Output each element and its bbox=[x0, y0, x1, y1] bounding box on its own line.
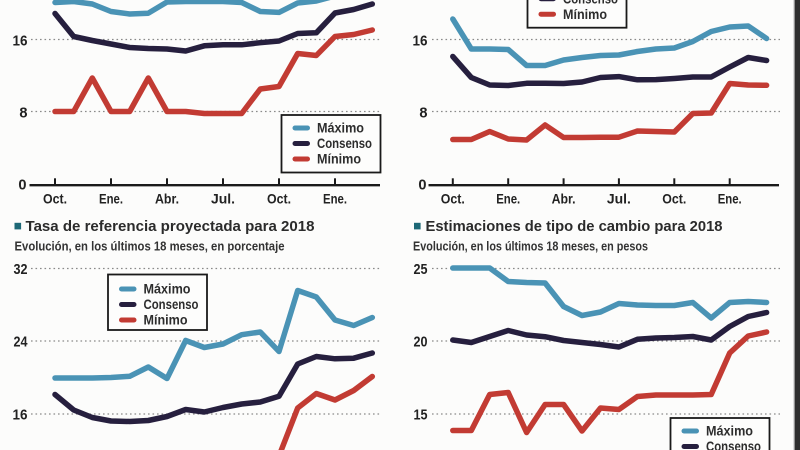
svg-text:32: 32 bbox=[14, 262, 28, 278]
svg-text:8: 8 bbox=[419, 105, 427, 121]
svg-text:Ene.: Ene. bbox=[99, 192, 123, 207]
svg-text:Máximo: Máximo bbox=[706, 424, 753, 439]
svg-text:Ene.: Ene. bbox=[323, 192, 347, 207]
svg-text:Tasa de referencia proyectada: Tasa de referencia proyectada para 2018 bbox=[26, 219, 315, 235]
svg-text:Abr.: Abr. bbox=[155, 192, 179, 207]
svg-text:Mínimo: Mínimo bbox=[144, 313, 188, 328]
svg-text:20: 20 bbox=[414, 334, 428, 350]
svg-text:Abr.: Abr. bbox=[552, 192, 576, 207]
svg-text:Oct.: Oct. bbox=[43, 192, 67, 207]
svg-text:Máximo: Máximo bbox=[317, 121, 364, 136]
svg-text:Evolución, en los últimos 18 m: Evolución, en los últimos 18 meses, en p… bbox=[413, 239, 648, 254]
svg-text:Evolución, en los últimos 18 m: Evolución, en los últimos 18 meses, en p… bbox=[15, 239, 285, 254]
svg-text:Estimaciones de tipo de cambio: Estimaciones de tipo de cambio para 2018 bbox=[426, 219, 723, 235]
svg-text:16: 16 bbox=[13, 407, 28, 423]
svg-text:Ene.: Ene. bbox=[496, 192, 520, 207]
svg-text:Consenso: Consenso bbox=[563, 0, 618, 6]
svg-text:15: 15 bbox=[414, 407, 428, 423]
svg-text:16: 16 bbox=[13, 33, 28, 49]
svg-text:Mínimo: Mínimo bbox=[563, 7, 607, 22]
svg-text:8: 8 bbox=[19, 105, 27, 121]
svg-text:16: 16 bbox=[413, 33, 428, 49]
svg-text:0: 0 bbox=[418, 178, 426, 194]
svg-text:Consenso: Consenso bbox=[706, 439, 761, 450]
svg-text:Máximo: Máximo bbox=[144, 282, 191, 297]
svg-text:Oct.: Oct. bbox=[441, 192, 465, 207]
svg-text:Ene.: Ene. bbox=[718, 192, 742, 207]
svg-text:Jul.: Jul. bbox=[211, 192, 235, 207]
svg-text:Oct.: Oct. bbox=[662, 192, 686, 207]
svg-text:Oct.: Oct. bbox=[267, 192, 291, 207]
svg-text:Mínimo: Mínimo bbox=[317, 152, 361, 167]
svg-text:Jul.: Jul. bbox=[607, 192, 631, 207]
svg-text:Consenso: Consenso bbox=[144, 297, 199, 312]
svg-text:0: 0 bbox=[18, 178, 26, 194]
svg-text:24: 24 bbox=[14, 334, 29, 350]
svg-text:25: 25 bbox=[414, 262, 428, 278]
svg-text:Consenso: Consenso bbox=[317, 136, 372, 151]
